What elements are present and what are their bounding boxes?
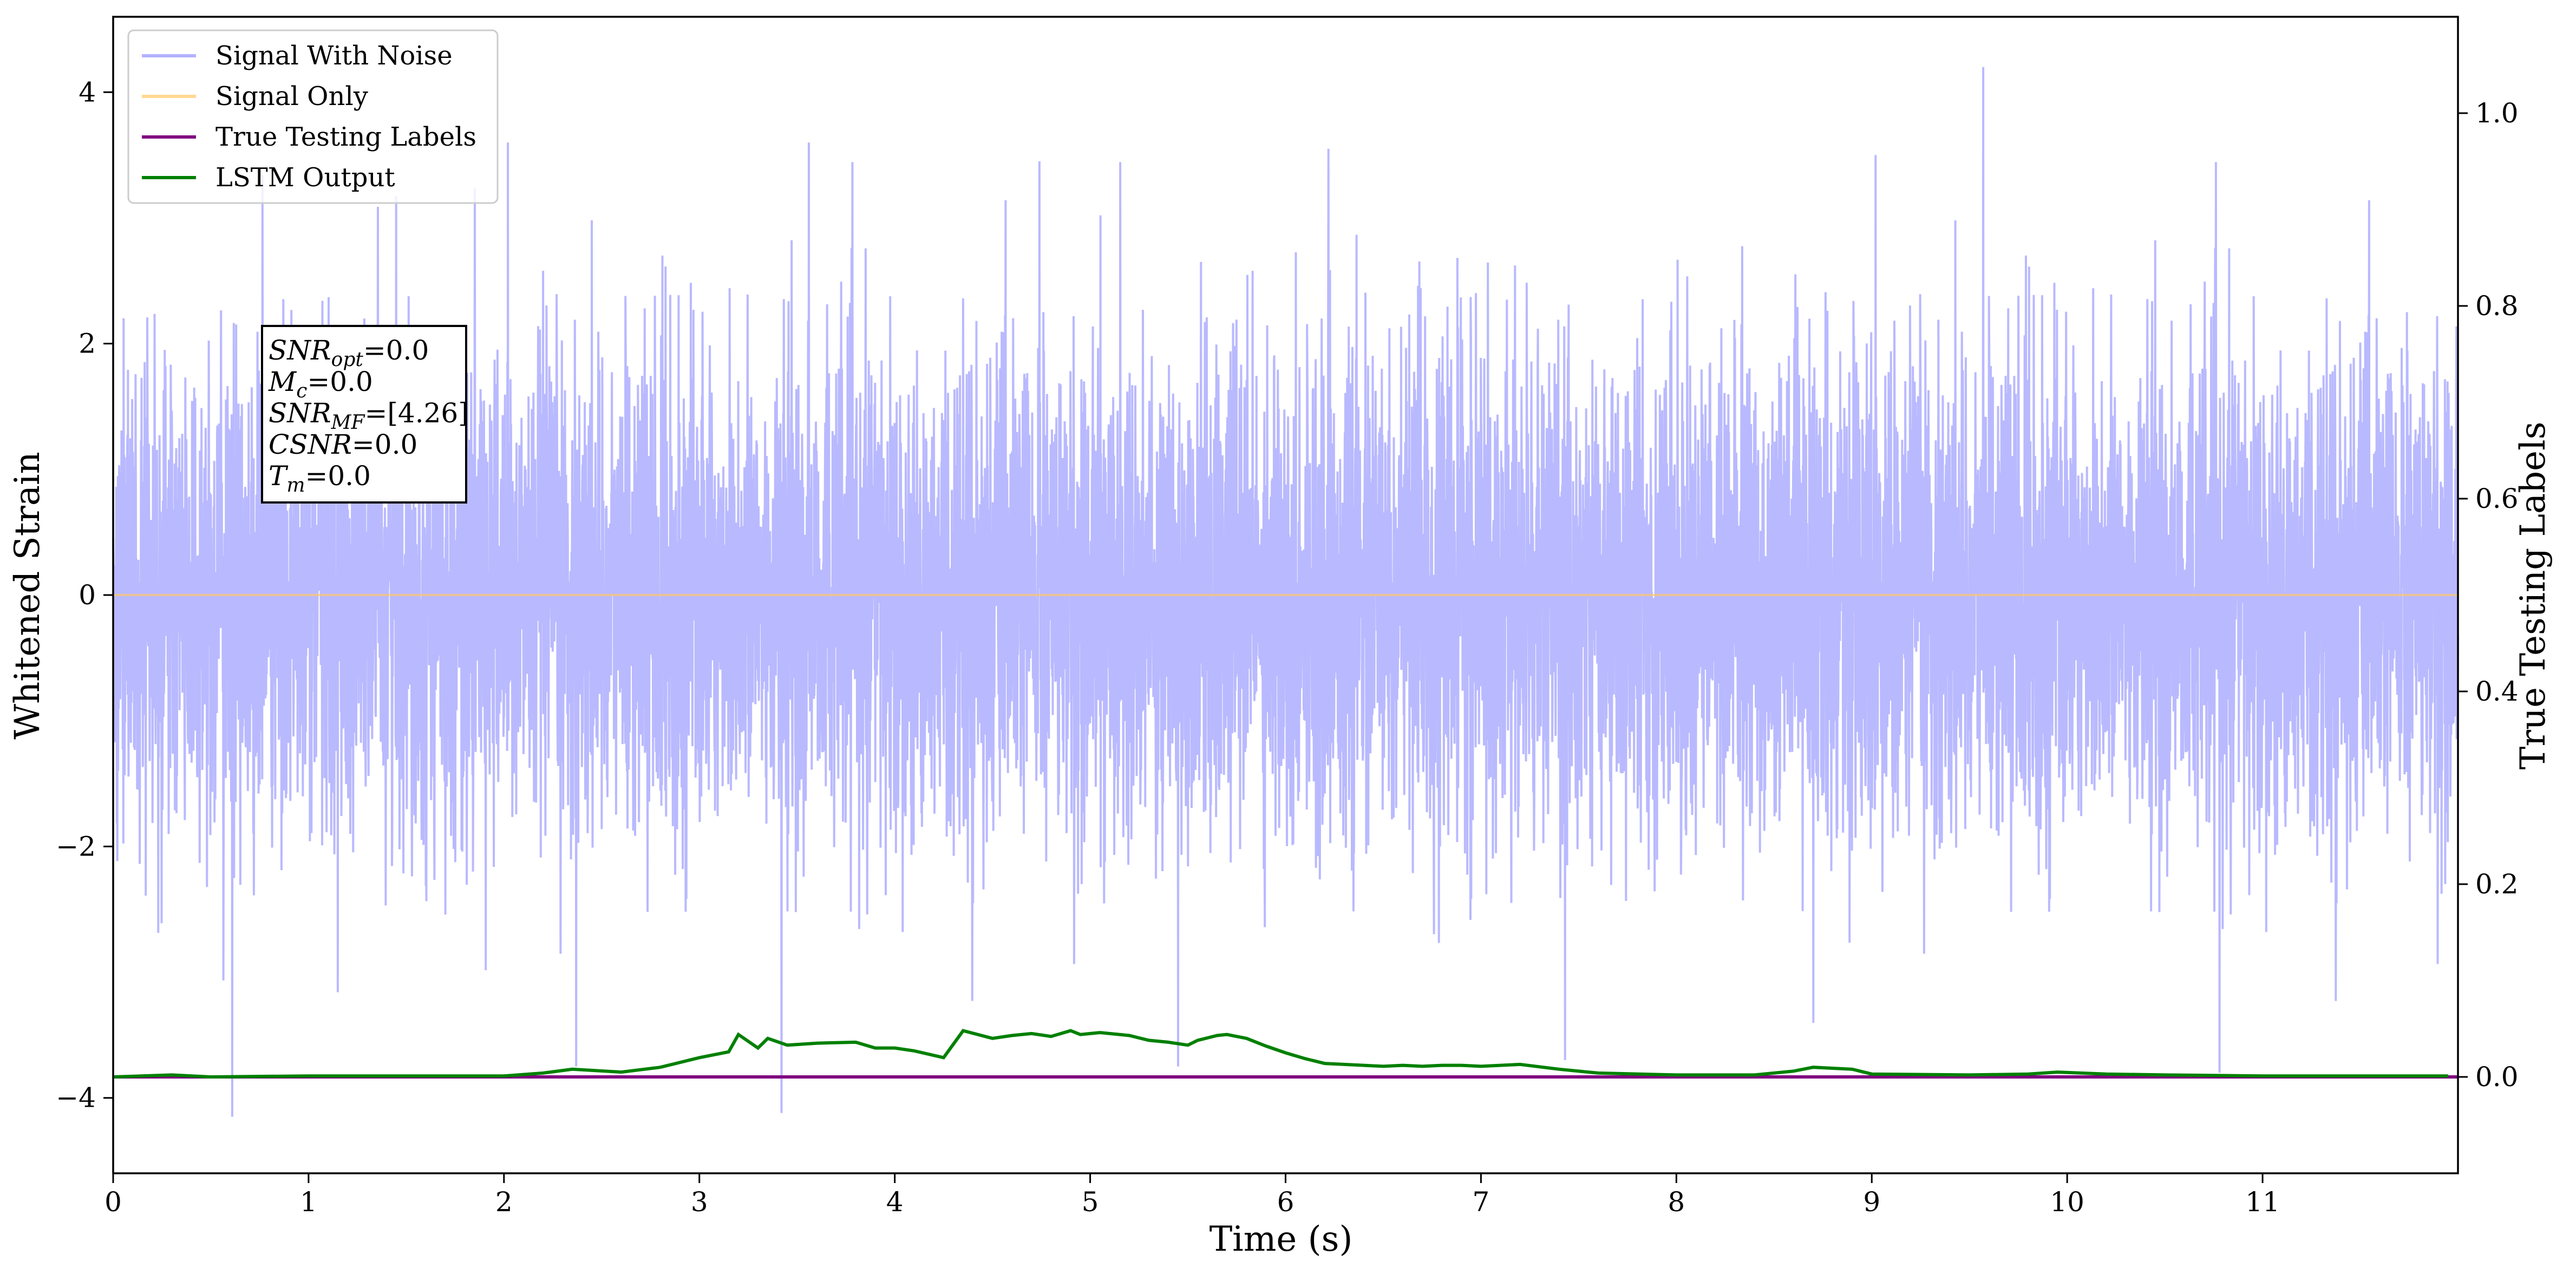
info-box-line: SNRopt=0.0 — [269, 335, 429, 371]
y-tick-label: 4 — [79, 76, 96, 108]
x-tick-label: 11 — [2245, 1186, 2280, 1218]
legend-frame — [127, 29, 499, 204]
info-box-symbol: M — [268, 366, 297, 397]
x-tick-label: 5 — [1082, 1186, 1099, 1218]
info-box-frame — [261, 325, 467, 504]
x-tick-label: 7 — [1473, 1186, 1490, 1218]
y-tick-label: −4 — [56, 1082, 96, 1114]
info-box-line: CSNR=0.0 — [269, 429, 417, 460]
info-box-subscript: opt — [331, 349, 364, 371]
x-axis-title: Time (s) — [1209, 1219, 1353, 1259]
legend-true-testing-labels-label: True Testing Labels — [215, 122, 476, 152]
x-tick-label: 9 — [1863, 1186, 1880, 1218]
info-box-line: SNRMF=[4.26] — [269, 397, 469, 434]
info-box-line: Tm=0.0 — [269, 460, 371, 496]
info-box: SNRopt=0.0Mc=0.0SNRMF=[4.26]CSNR=0.0Tm=0… — [261, 325, 469, 504]
info-box-value: =[4.26] — [365, 397, 469, 429]
info-box-symbol: SNR — [269, 397, 331, 429]
info-box-subscript: c — [296, 380, 307, 402]
y2-tick-label: 1.0 — [2475, 97, 2519, 129]
x-tick-label: 4 — [886, 1186, 904, 1218]
info-box-symbol: CSNR — [269, 429, 352, 460]
legend-lstm-output-label: LSTM Output — [215, 162, 395, 193]
y2-tick-label: 0.4 — [2475, 676, 2519, 707]
y-axis-title: Whitened Strain — [8, 452, 48, 739]
y2-tick-label: 0.2 — [2475, 868, 2519, 900]
series-layer — [113, 594, 2458, 1079]
info-box-line: Mc=0.0 — [268, 366, 373, 402]
lstm-output-line — [113, 1029, 2448, 1079]
info-box-subscript: m — [286, 474, 305, 496]
x-axis: 0 1 2 3 4 5 6 7 8 9 10 11 — [104, 1173, 2280, 1218]
info-box-value: =0.0 — [307, 366, 372, 397]
x-tick-label: 1 — [300, 1186, 317, 1218]
info-box-value: =0.0 — [363, 335, 429, 366]
x-tick-label: 6 — [1277, 1186, 1294, 1218]
legend-signal-with-noise-label: Signal With Noise — [215, 41, 453, 71]
x-tick-label: 8 — [1668, 1186, 1685, 1218]
legend-signal-only-label: Signal Only — [215, 81, 368, 112]
y-tick-label: 2 — [79, 328, 96, 360]
x-tick-label: 3 — [691, 1186, 708, 1218]
info-box-symbol: T — [269, 460, 289, 492]
y2-tick-label: 0.6 — [2475, 483, 2519, 514]
signal-with-noise-line — [112, 67, 2459, 1117]
y-tick-label: 0 — [79, 579, 96, 611]
y-axis-left: −4 −2 0 2 4 — [56, 76, 113, 1114]
y2-axis-title: True Testing Labels — [2513, 422, 2553, 770]
y-tick-label: −2 — [56, 831, 96, 862]
y2-tick-label: 0.8 — [2475, 290, 2519, 322]
x-tick-label: 10 — [2050, 1186, 2084, 1218]
info-box-subscript: MF — [331, 411, 366, 434]
y2-tick-label: 0.0 — [2475, 1061, 2519, 1093]
info-box-value: =0.0 — [352, 429, 417, 460]
info-box-value: =0.0 — [305, 460, 371, 492]
y-axis-right: 0.0 0.2 0.4 0.6 0.8 1.0 — [2458, 97, 2519, 1093]
x-tick-label: 2 — [495, 1186, 513, 1218]
x-tick-label: 0 — [104, 1186, 122, 1218]
info-box-symbol: SNR — [269, 335, 331, 366]
legend: Signal With Noise Signal Only True Testing… — [127, 29, 499, 204]
signal-with-noise-series — [112, 67, 2459, 1117]
